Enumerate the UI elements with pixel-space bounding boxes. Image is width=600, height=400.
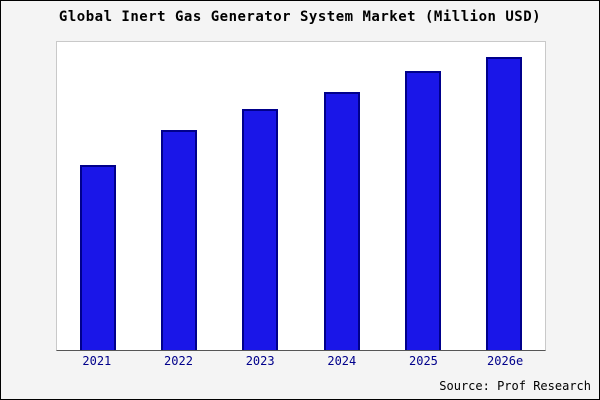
source-note: Source: Prof Research <box>439 379 591 393</box>
bar-2022 <box>160 130 197 350</box>
x-tick-2024: 2024 <box>327 354 357 368</box>
x-tick-2023: 2023 <box>245 354 275 368</box>
x-tick-2025: 2025 <box>409 354 438 368</box>
bar-2023 <box>242 109 279 350</box>
x-tick-2021: 2021 <box>82 354 112 368</box>
x-axis-labels: 2021 2022 2023 2024 2025 2026e <box>56 354 546 368</box>
x-tick-2022: 2022 <box>164 354 193 368</box>
bar-2024 <box>323 91 360 350</box>
plot-area <box>56 41 546 351</box>
bar-2026e <box>486 56 523 350</box>
chart-title: Global Inert Gas Generator System Market… <box>58 9 542 25</box>
bar-2025 <box>404 71 441 350</box>
bar-2021 <box>79 165 116 350</box>
x-tick-2026e: 2026e <box>487 354 524 368</box>
bars-area <box>57 42 545 350</box>
